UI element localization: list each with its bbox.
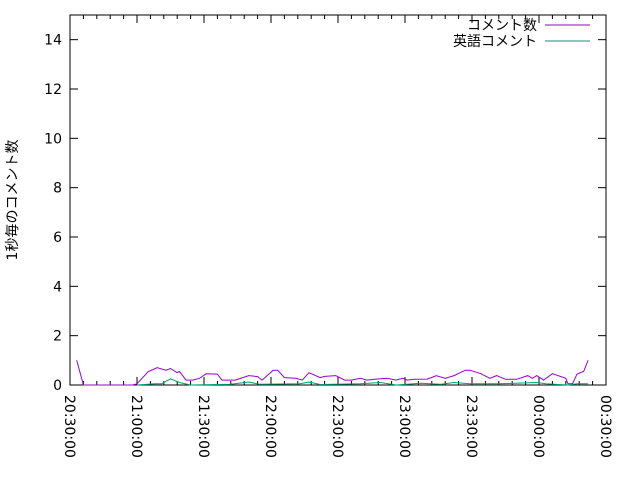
legend-label-0: コメント数 (467, 18, 537, 34)
x-tick-label: 00:00:00 (530, 395, 546, 458)
axes: 0 2 4 6 8 10 12 14 20:30:00 21:00:00 21:30:00 22:00… (44, 15, 613, 458)
plot-frame (70, 15, 606, 385)
y-tick-label: 14 (44, 33, 62, 49)
x-tick-label: 21:00:00 (128, 395, 144, 458)
y-tick-label: 10 (44, 131, 62, 147)
y-tick-label: 4 (53, 279, 62, 295)
y-axis-label: 1秒毎のコメント数 (5, 140, 21, 261)
series-line-1 (137, 379, 588, 385)
x-tick-label: 20:30:00 (61, 395, 77, 458)
y-tick-label: 6 (53, 230, 62, 246)
x-tick-label: 22:00:00 (262, 395, 278, 458)
legend: コメント数 英語コメント (453, 18, 590, 50)
y-tick-label: 8 (53, 181, 62, 197)
series-line-0 (77, 360, 588, 385)
y-tick-label: 0 (53, 378, 62, 394)
x-tick-label: 00:30:00 (597, 395, 613, 458)
series-lines (77, 360, 589, 385)
legend-label-1: 英語コメント (453, 33, 537, 50)
y-tick-label: 2 (53, 329, 62, 345)
x-tick-label: 23:30:00 (463, 395, 479, 458)
x-tick-label: 23:00:00 (396, 395, 412, 458)
x-tick-label: 21:30:00 (195, 395, 211, 458)
y-tick-label: 12 (44, 82, 62, 98)
x-tick-label: 22:30:00 (329, 395, 345, 458)
